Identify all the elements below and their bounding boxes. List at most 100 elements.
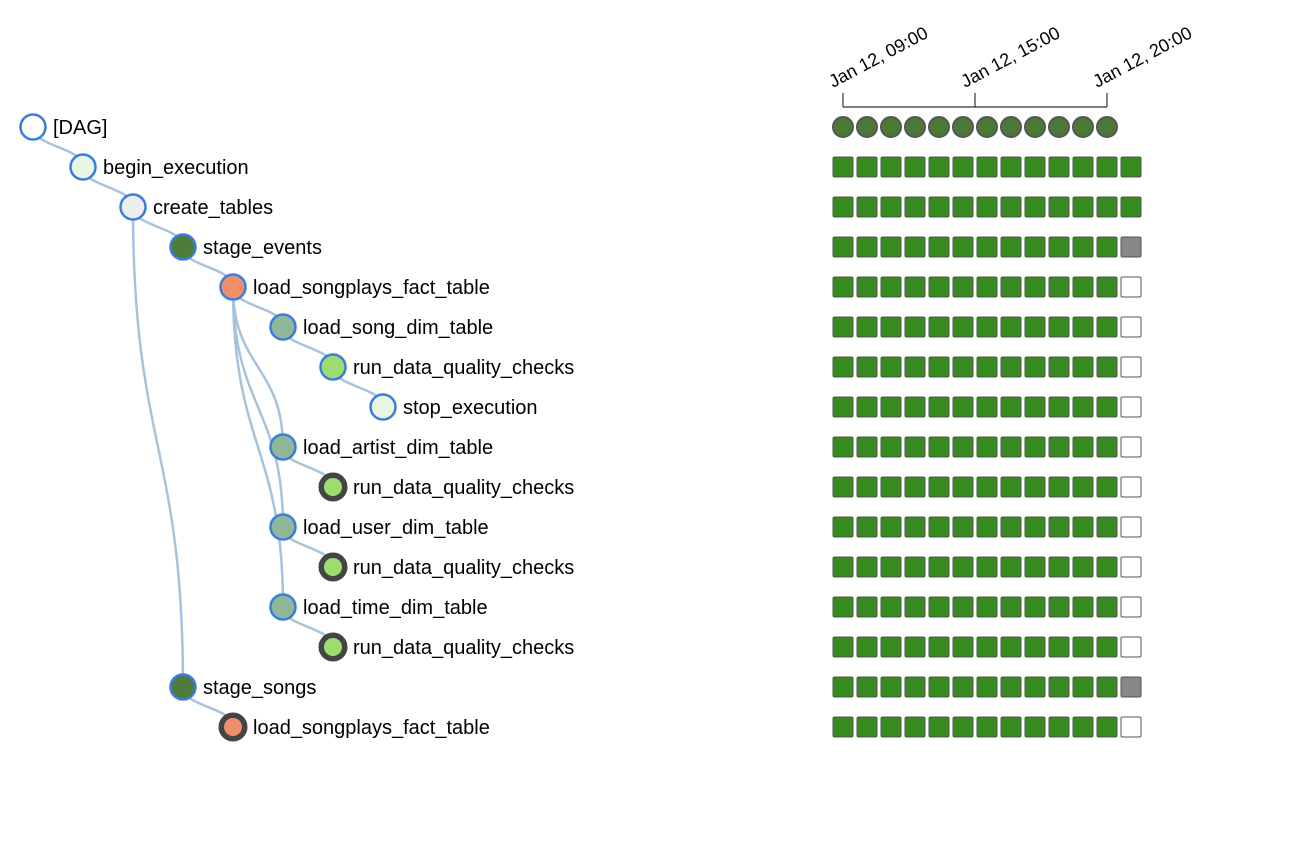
task-instance-square[interactable] [880, 716, 902, 738]
task-instance-square[interactable] [1096, 196, 1118, 218]
task-instance-square[interactable] [976, 316, 998, 338]
task-instance-square[interactable] [1096, 436, 1118, 458]
task-instance-square[interactable] [1048, 196, 1070, 218]
task-instance-square[interactable] [1120, 556, 1142, 578]
task-instance-square[interactable] [1072, 636, 1094, 658]
dag-run-dot[interactable] [952, 116, 974, 138]
task-instance-square[interactable] [1000, 196, 1022, 218]
task-instance-square[interactable] [856, 476, 878, 498]
task-instance-square[interactable] [1000, 716, 1022, 738]
task-instance-square[interactable] [1120, 316, 1142, 338]
task-node-circle[interactable] [119, 193, 147, 221]
task-instance-square[interactable] [880, 356, 902, 378]
task-instance-square[interactable] [1096, 556, 1118, 578]
task-instance-square[interactable] [904, 516, 926, 538]
task-instance-square[interactable] [1000, 356, 1022, 378]
task-instance-square[interactable] [904, 476, 926, 498]
task-instance-square[interactable] [832, 196, 854, 218]
task-instance-square[interactable] [928, 716, 950, 738]
task-instance-square[interactable] [928, 276, 950, 298]
task-instance-square[interactable] [880, 556, 902, 578]
task-node[interactable]: load_songplays_fact_table [218, 712, 490, 742]
task-node-circle[interactable] [319, 353, 347, 381]
task-instance-square[interactable] [1120, 356, 1142, 378]
task-instance-square[interactable] [952, 436, 974, 458]
task-instance-square[interactable] [880, 196, 902, 218]
task-instance-square[interactable] [1048, 716, 1070, 738]
task-instance-square[interactable] [928, 356, 950, 378]
task-instance-square[interactable] [1048, 676, 1070, 698]
task-instance-square[interactable] [976, 236, 998, 258]
task-instance-square[interactable] [1072, 716, 1094, 738]
task-instance-square[interactable] [904, 556, 926, 578]
task-instance-square[interactable] [928, 636, 950, 658]
task-instance-square[interactable] [1024, 276, 1046, 298]
task-node-circle[interactable] [169, 673, 197, 701]
task-instance-square[interactable] [976, 156, 998, 178]
task-instance-square[interactable] [880, 276, 902, 298]
task-instance-square[interactable] [928, 556, 950, 578]
task-label[interactable]: load_songplays_fact_table [253, 717, 490, 739]
task-node[interactable]: run_data_quality_checks [319, 353, 575, 381]
task-node-circle[interactable] [269, 313, 297, 341]
task-label[interactable]: load_song_dim_table [303, 317, 493, 339]
task-instance-square[interactable] [880, 396, 902, 418]
task-instance-square[interactable] [1120, 716, 1142, 738]
task-node[interactable]: stage_events [169, 233, 322, 261]
task-instance-square[interactable] [1048, 436, 1070, 458]
task-instance-square[interactable] [1024, 636, 1046, 658]
dag-run-dot[interactable] [1048, 116, 1070, 138]
task-node[interactable]: load_songplays_fact_table [219, 273, 490, 301]
task-instance-square[interactable] [904, 396, 926, 418]
task-instance-square[interactable] [904, 276, 926, 298]
task-instance-square[interactable] [1096, 236, 1118, 258]
task-label[interactable]: load_songplays_fact_table [253, 277, 490, 299]
task-instance-square[interactable] [976, 636, 998, 658]
task-instance-square[interactable] [1096, 156, 1118, 178]
task-instance-square[interactable] [1024, 196, 1046, 218]
task-label[interactable]: stage_events [203, 237, 322, 259]
task-label[interactable]: create_tables [153, 197, 273, 219]
task-instance-square[interactable] [1048, 476, 1070, 498]
task-instance-square[interactable] [904, 156, 926, 178]
task-label[interactable]: run_data_quality_checks [353, 357, 574, 379]
task-instance-square[interactable] [1096, 476, 1118, 498]
task-node[interactable]: load_song_dim_table [269, 313, 494, 341]
task-instance-square[interactable] [832, 636, 854, 658]
task-instance-square[interactable] [1096, 716, 1118, 738]
task-instance-square[interactable] [1024, 596, 1046, 618]
task-instance-square[interactable] [1048, 636, 1070, 658]
task-instance-square[interactable] [928, 156, 950, 178]
task-instance-square[interactable] [1000, 596, 1022, 618]
task-instance-square[interactable] [1096, 356, 1118, 378]
task-instance-square[interactable] [856, 196, 878, 218]
task-instance-square[interactable] [1048, 516, 1070, 538]
task-instance-square[interactable] [976, 196, 998, 218]
task-instance-square[interactable] [904, 236, 926, 258]
dag-run-dot[interactable] [904, 116, 926, 138]
task-instance-square[interactable] [952, 156, 974, 178]
task-instance-square[interactable] [952, 676, 974, 698]
task-instance-square[interactable] [976, 716, 998, 738]
task-instance-square[interactable] [976, 436, 998, 458]
task-instance-square[interactable] [952, 516, 974, 538]
task-instance-square[interactable] [928, 516, 950, 538]
task-instance-square[interactable] [1072, 396, 1094, 418]
task-node[interactable]: run_data_quality_checks [318, 472, 574, 502]
task-instance-square[interactable] [952, 356, 974, 378]
task-instance-square[interactable] [880, 676, 902, 698]
task-label[interactable]: run_data_quality_checks [353, 637, 574, 659]
task-instance-square[interactable] [1000, 156, 1022, 178]
task-node[interactable]: [DAG] [19, 113, 108, 141]
task-instance-square[interactable] [904, 196, 926, 218]
task-instance-square[interactable] [976, 516, 998, 538]
task-instance-square[interactable] [1120, 236, 1142, 258]
task-instance-square[interactable] [1072, 436, 1094, 458]
task-instance-square[interactable] [976, 356, 998, 378]
task-instance-square[interactable] [880, 476, 902, 498]
task-instance-square[interactable] [1072, 196, 1094, 218]
task-instance-square[interactable] [1000, 276, 1022, 298]
dag-run-dot[interactable] [1024, 116, 1046, 138]
task-instance-square[interactable] [904, 316, 926, 338]
task-instance-square[interactable] [1120, 476, 1142, 498]
